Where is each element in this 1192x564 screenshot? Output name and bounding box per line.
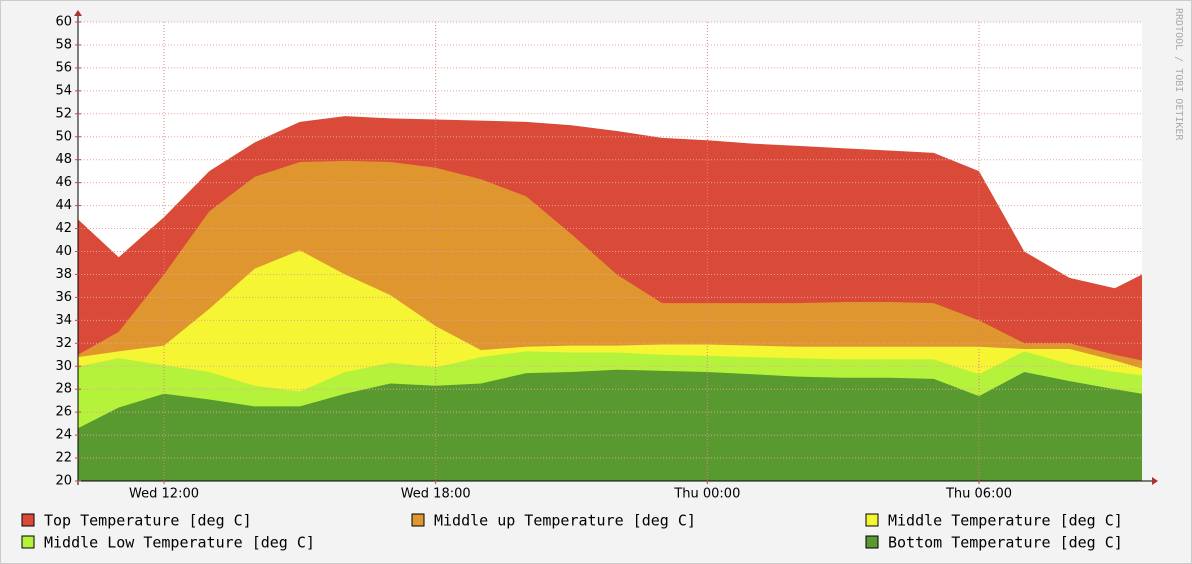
legend-swatch: [21, 535, 35, 549]
legend-label: Middle up Temperature [deg C]: [434, 512, 696, 530]
y-tick-label: 24: [55, 428, 72, 443]
y-tick-label: 20: [55, 474, 72, 489]
x-tick-label: Thu 06:00: [945, 487, 1012, 502]
legend-swatch: [21, 513, 35, 527]
y-tick-label: 58: [55, 37, 72, 52]
y-tick-label: 60: [55, 15, 72, 30]
y-tick-label: 44: [55, 198, 72, 213]
y-tick-label: 40: [55, 244, 72, 259]
y-tick-label: 28: [55, 382, 72, 397]
x-tick-label: Thu 00:00: [673, 487, 740, 502]
legend-swatch: [411, 513, 425, 527]
legend-label: Bottom Temperature [deg C]: [888, 534, 1123, 552]
legend-swatch: [865, 535, 879, 549]
watermark: RRDTOOL / TOBI OETIKER: [1173, 8, 1184, 141]
legend-label: Middle Temperature [deg C]: [888, 512, 1123, 530]
y-tick-label: 36: [55, 290, 72, 305]
y-tick-label: 46: [55, 175, 72, 190]
x-tick-label: Wed 12:00: [129, 487, 199, 502]
y-tick-label: 54: [55, 83, 72, 98]
y-tick-label: 42: [55, 221, 72, 236]
y-tick-label: 30: [55, 359, 72, 374]
y-tick-label: 48: [55, 152, 72, 167]
y-tick-label: 50: [55, 129, 72, 144]
y-tick-label: 32: [55, 336, 72, 351]
y-tick-label: 22: [55, 451, 72, 466]
legend-label: Middle Low Temperature [deg C]: [44, 534, 315, 552]
y-tick-label: 34: [55, 313, 72, 328]
x-tick-label: Wed 18:00: [401, 487, 471, 502]
y-arrow: [74, 10, 82, 16]
y-tick-label: 56: [55, 60, 72, 75]
y-tick-label: 38: [55, 267, 72, 282]
area: [78, 369, 1142, 481]
x-arrow: [1152, 477, 1158, 485]
y-tick-label: 26: [55, 405, 72, 420]
legend-swatch: [865, 513, 879, 527]
legend-label: Top Temperature [deg C]: [44, 512, 252, 530]
y-tick-label: 52: [55, 106, 72, 121]
